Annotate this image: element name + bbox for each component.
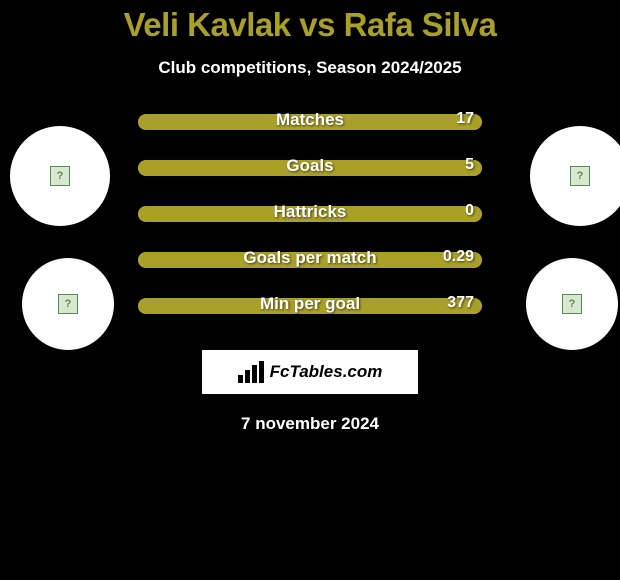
stat-bar-fill — [138, 114, 482, 130]
stat-value-right: 5 — [465, 156, 474, 174]
stat-bar-fill — [138, 252, 482, 268]
stat-row: Matches17 — [138, 114, 482, 130]
page-title: Veli Kavlak vs Rafa Silva — [0, 0, 620, 44]
stat-row: Goals5 — [138, 160, 482, 176]
stat-bar-fill — [138, 206, 482, 222]
stat-bar-fill — [138, 160, 482, 176]
stat-value-right: 17 — [456, 110, 474, 128]
stats-comparison-chart: Matches17 Goals5 Hattricks0 Goals per match… — [0, 114, 620, 314]
stat-bar-fill — [138, 298, 482, 314]
snapshot-date: 7 november 2024 — [0, 414, 620, 434]
logo-text: FcTables.com — [270, 362, 383, 382]
page-subtitle: Club competitions, Season 2024/2025 — [0, 58, 620, 78]
stat-value-right: 0 — [465, 202, 474, 220]
bar-chart-icon — [238, 361, 264, 383]
stat-value-right: 0.29 — [443, 248, 474, 266]
stat-row: Goals per match0.29 — [138, 252, 482, 268]
stat-row: Min per goal377 — [138, 298, 482, 314]
stat-row: Hattricks0 — [138, 206, 482, 222]
fctables-logo-bar: FcTables.com — [202, 350, 418, 394]
stat-value-right: 377 — [447, 294, 474, 312]
